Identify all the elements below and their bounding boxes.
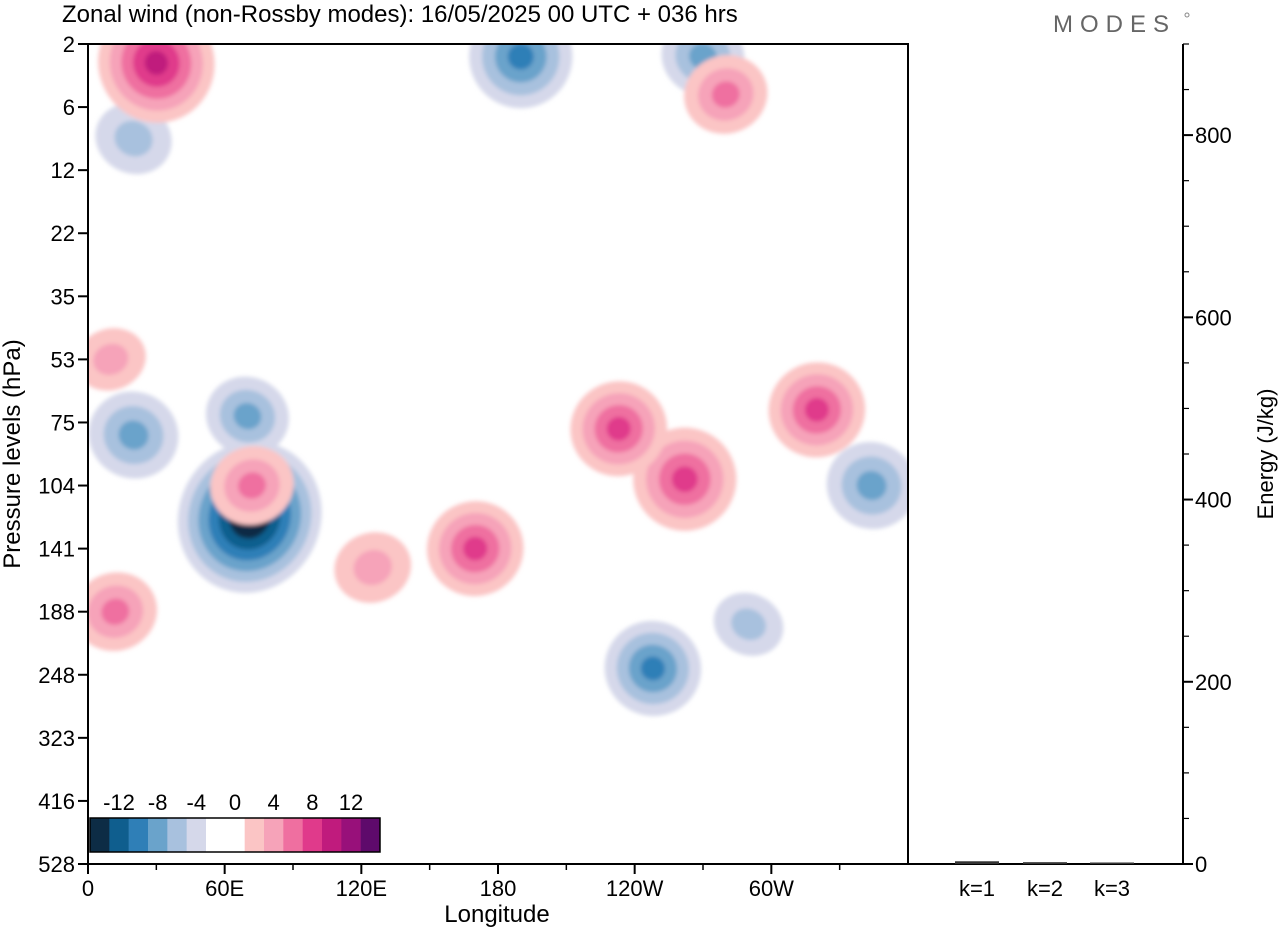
heatmap-contours [88,44,908,717]
colorbar-swatch [186,818,207,852]
energy-category-label: k=2 [1027,876,1063,901]
y-tick-label: 12 [51,158,75,183]
contour-band-16-2 [101,598,130,625]
x-tick-label: 0 [82,876,94,901]
y-tick-label: 35 [51,284,75,309]
colorbar-swatch [341,818,361,852]
energy-axes: 0 200 400 600 800 k=1 k=2 k=3 [907,43,1232,901]
colorbar-swatch [167,818,187,852]
x-tick-label: 120E [336,876,387,901]
energy-tick-label: 600 [1195,305,1232,330]
contour-band-3-3 [640,656,665,681]
x-tick-label: 120W [606,876,664,901]
contour-band-10-3 [463,536,488,561]
colorbar-swatch [128,818,149,852]
y-tick-label: 22 [51,221,75,246]
contour-band-5-2 [856,471,887,501]
x-tick-label: 60E [205,876,244,901]
y-tick-label: 75 [51,410,75,435]
energy-category-label: k=3 [1094,876,1130,901]
colorbar-swatch [264,818,284,852]
contour-band-13-3 [606,416,631,441]
colorbar-swatch [244,818,265,852]
contour-band-9-4 [144,50,168,75]
energy-bar-k=3 [1090,862,1134,864]
colorbar-swatch [302,818,323,852]
energy-tick-label: 400 [1195,488,1232,513]
contour-band-15-2 [238,472,266,499]
contour-band-1-2 [118,420,149,450]
colorbar-label: -4 [187,790,207,815]
colorbar-label: -12 [103,790,135,815]
energy-tick-label: 800 [1195,123,1232,148]
contour-band-6-3 [507,44,534,70]
y-tick-label: 188 [38,600,75,625]
energy-category-label: k=1 [959,876,995,901]
y-tick-label: 53 [51,347,75,372]
x-axis-label: Longitude [444,901,549,928]
colorbar-label: 12 [339,790,363,815]
y-tick-label: 248 [38,663,75,688]
y-tick-label: 528 [38,852,75,877]
colorbar-label: 8 [306,790,318,815]
colorbar-swatch [206,818,226,852]
colorbar-swatch [90,818,110,852]
contour-band-17-1 [93,343,129,375]
x-tick-label: 60W [749,876,794,901]
colorbar-swatch [360,818,381,852]
brand-mark-icon [1184,12,1190,18]
colorbar-swatch [225,818,245,852]
energy-tick-label: 0 [1195,852,1207,877]
y-tick-label: 141 [38,537,75,562]
colorbar-swatch [109,818,129,852]
y-tick-label: 2 [63,32,75,57]
contour-band-18-2 [711,81,740,108]
colorbar-swatch [148,818,168,852]
y-tick-label: 104 [38,474,75,499]
colorbar-swatch [283,818,303,852]
contour-band-12-3 [671,466,698,493]
y-tick-label: 323 [38,726,75,751]
energy-tick-label: 200 [1195,670,1232,695]
colorbar-label: 4 [268,790,280,815]
contour-band-11-1 [353,549,392,586]
contour-band-2-2 [233,402,262,430]
colorbar-swatch [322,818,342,852]
colorbar-frame [89,817,381,853]
y-tick-label: 416 [38,789,75,814]
colorbar: -12 -8 -4 0 4 8 12 [89,790,381,853]
y-tick-label: 6 [63,95,75,120]
colorbar-label: -8 [148,790,168,815]
contour-band-4-1 [731,608,766,641]
brand-logo: MODES [1053,11,1176,38]
heatmap-background [88,44,908,864]
x-tick-label: 180 [480,876,517,901]
colorbar-label: 0 [229,790,241,815]
energy-axis-label: Energy (J/kg) [1253,389,1278,520]
energy-bar-k=1 [955,861,999,864]
heatmap-field [88,44,908,864]
energy-bar-k=2 [1023,862,1067,864]
contour-band-8-1 [114,120,153,157]
chart-title: Zonal wind (non-Rossby modes): 16/05/202… [62,1,738,28]
contour-band-14-3 [804,397,829,422]
y-axis-label: Pressure levels (hPa) [0,339,26,568]
